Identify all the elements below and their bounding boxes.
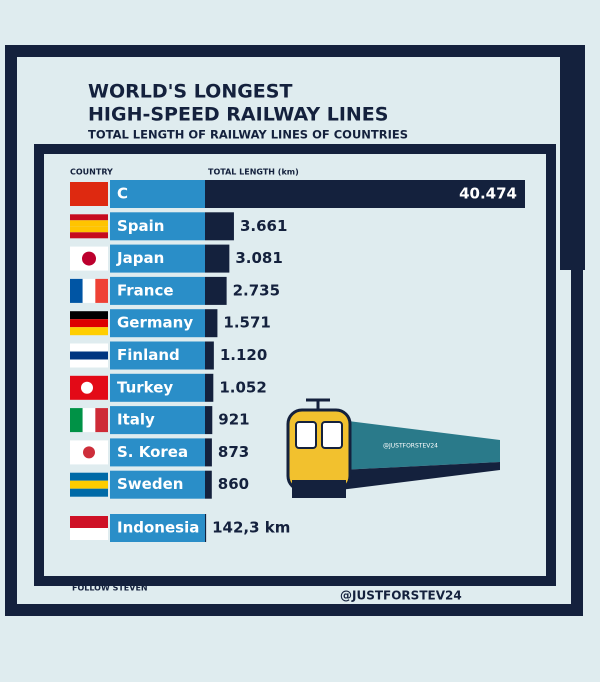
flag	[70, 319, 108, 328]
flag	[70, 408, 83, 433]
value-label: 921	[218, 411, 249, 429]
category-label: Japan	[116, 249, 164, 267]
category-label-box	[110, 406, 205, 435]
watermark: @JUSTFORSTEV24	[383, 443, 438, 450]
bar	[205, 276, 227, 305]
chart-subtitle: TOTAL LENGTH OF RAILWAY LINES OF COUNTRI…	[88, 128, 408, 142]
category-label-box	[110, 514, 205, 542]
flag	[70, 516, 108, 528]
category-label: Turkey	[117, 378, 173, 396]
chart-title: HIGH-SPEED RAILWAY LINES	[88, 104, 388, 126]
flag	[82, 251, 96, 266]
category-label: Spain	[117, 217, 164, 235]
category-label-box	[110, 373, 205, 402]
flag	[95, 408, 108, 433]
value-label: 1.571	[223, 314, 270, 332]
bar	[205, 373, 214, 402]
train-base	[292, 480, 346, 498]
flag	[82, 408, 96, 433]
value-label: 3.661	[240, 217, 287, 235]
train: @JUSTFORSTEV24	[286, 398, 500, 498]
bar	[205, 514, 207, 542]
value-label: 860	[218, 475, 249, 493]
flag	[70, 214, 108, 221]
flag	[95, 278, 108, 303]
category-label-box	[110, 309, 205, 338]
flag	[70, 278, 83, 303]
flag	[70, 351, 108, 360]
flag	[70, 226, 108, 233]
train-window	[321, 421, 343, 449]
bar	[205, 244, 230, 273]
flag	[70, 311, 108, 320]
flag	[70, 359, 108, 368]
flag	[70, 343, 108, 352]
footer-text: @JUSTFORSTEV24	[340, 589, 462, 603]
value-label: 2.735	[233, 281, 280, 299]
category-label: France	[117, 281, 174, 299]
footer-text: FOLLOW STEVEN	[72, 584, 148, 593]
flag	[82, 278, 96, 303]
flag	[70, 472, 108, 481]
bar	[205, 341, 214, 370]
category-label: S. Korea	[117, 443, 188, 461]
category-label-box	[110, 341, 205, 370]
chart-title: WORLD'S LONGEST	[88, 81, 292, 103]
flag	[70, 488, 108, 497]
category-label: Germany	[117, 314, 193, 332]
frame-bar	[560, 45, 585, 270]
flag	[70, 327, 108, 336]
bar	[205, 470, 212, 499]
train-body	[340, 420, 500, 470]
category-label: Finland	[117, 346, 180, 364]
value-label: 1.052	[219, 378, 266, 396]
category-label-box	[110, 438, 205, 467]
flag	[70, 220, 108, 227]
value-label: 3.081	[235, 249, 282, 267]
category-label-box	[110, 470, 205, 499]
category-label-box	[110, 180, 205, 208]
flag	[70, 232, 108, 239]
column-header: COUNTRY	[70, 168, 113, 177]
outer-frame	[5, 45, 583, 616]
value-label: 873	[218, 443, 249, 461]
category-label-box	[110, 212, 205, 241]
category-label: Italy	[117, 411, 155, 429]
flag	[70, 528, 108, 540]
flag	[70, 480, 108, 489]
bar	[205, 438, 212, 467]
value-label: 40.474	[459, 185, 517, 203]
category-label-box	[110, 244, 205, 273]
column-header: TOTAL LENGTH (km)	[208, 168, 299, 177]
flag	[83, 446, 95, 459]
bar	[205, 309, 218, 338]
category-label-box	[110, 276, 205, 305]
value-label: 142,3 km	[212, 519, 290, 537]
category-label: Indonesia	[117, 519, 199, 537]
flag	[81, 381, 93, 394]
category-label: Sweden	[117, 475, 183, 493]
flag	[70, 182, 108, 206]
bar	[205, 180, 525, 208]
value-label: 1.120	[220, 346, 267, 364]
train-rail	[340, 462, 500, 490]
category-label: C	[117, 185, 128, 203]
bar	[205, 406, 213, 435]
train-window	[295, 421, 317, 449]
bar	[205, 212, 234, 241]
